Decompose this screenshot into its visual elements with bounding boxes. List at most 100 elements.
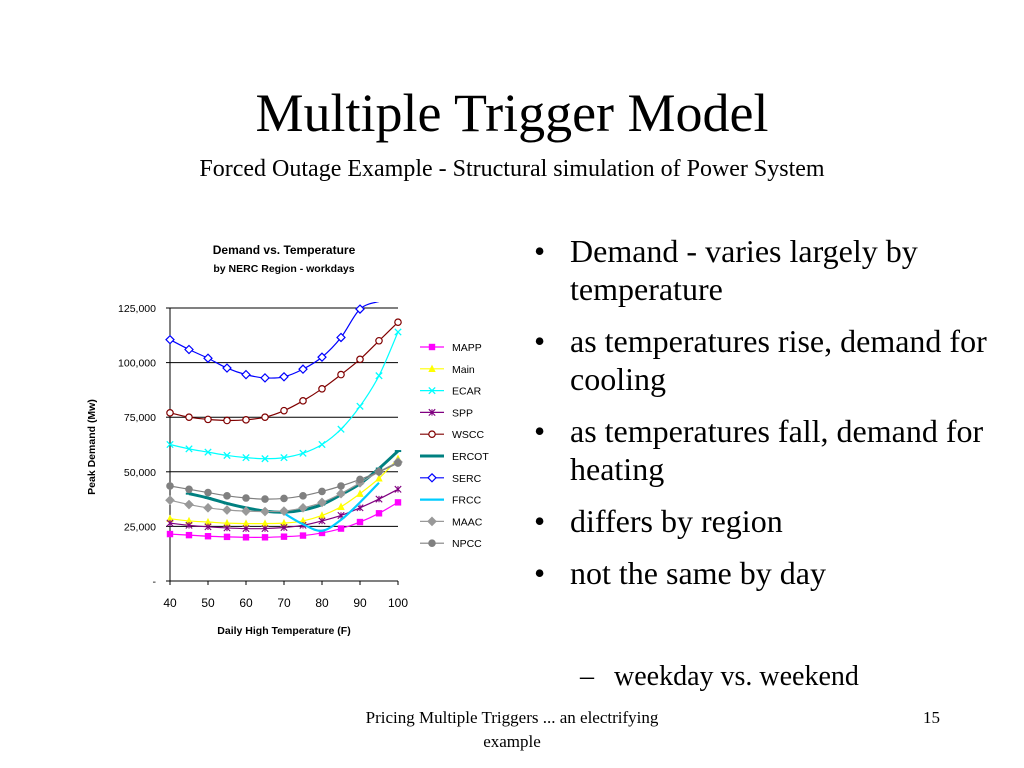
data-point-main bbox=[318, 511, 326, 519]
data-point-mapp bbox=[242, 534, 250, 541]
x-tick-label: 100 bbox=[388, 596, 408, 610]
data-point-npcc bbox=[337, 482, 345, 490]
data-point-npcc bbox=[394, 459, 402, 467]
data-point-main bbox=[166, 514, 174, 522]
x-tick-label: 80 bbox=[315, 596, 329, 610]
series-line-wscc bbox=[169, 321, 399, 422]
data-point-npcc bbox=[223, 492, 231, 500]
data-point-wscc bbox=[299, 397, 307, 405]
page-number: 15 bbox=[923, 708, 940, 727]
x-axis-label: Daily High Temperature (F) bbox=[217, 625, 350, 637]
bullet-item: • as temperatures fall, demand for heatin… bbox=[534, 413, 984, 487]
x-tick-label: 40 bbox=[163, 596, 177, 610]
legend-label: NPCC bbox=[452, 538, 482, 550]
legend-label: MAPP bbox=[452, 342, 482, 354]
data-point-ecar bbox=[280, 453, 288, 462]
legend-label: Main bbox=[452, 364, 475, 376]
data-point-ecar bbox=[242, 453, 250, 462]
data-point-wscc bbox=[318, 385, 326, 393]
y-tick-label: 100,000 bbox=[118, 358, 156, 370]
data-point-mapp bbox=[280, 533, 288, 540]
data-point-maac bbox=[298, 502, 308, 513]
y-tick-label: 25,000 bbox=[124, 521, 156, 533]
data-point-npcc bbox=[204, 488, 212, 497]
data-point-maac bbox=[260, 506, 270, 517]
y-tick-label: 75,000 bbox=[124, 412, 156, 424]
data-point-mapp bbox=[337, 525, 345, 532]
series-line-ecar bbox=[169, 331, 399, 460]
y-tick-label: 125,000 bbox=[118, 303, 156, 315]
data-point-main bbox=[223, 518, 231, 527]
chart-title: Demand vs. Temperature bbox=[213, 243, 356, 257]
x-tick-label: 70 bbox=[277, 596, 291, 610]
legend-label: FRCC bbox=[452, 495, 482, 507]
data-point-wscc bbox=[375, 336, 383, 345]
data-point-wscc bbox=[166, 409, 174, 417]
data-point-ecar bbox=[299, 449, 307, 457]
data-point-npcc bbox=[375, 467, 383, 476]
bullet-item: • as temperatures rise, demand for coolin… bbox=[534, 323, 987, 397]
data-point-serc bbox=[241, 369, 251, 380]
x-tick-label: 60 bbox=[239, 596, 253, 610]
data-point-npcc bbox=[166, 482, 174, 490]
data-point-maac bbox=[241, 506, 251, 516]
bullet-item: • differs by region bbox=[534, 503, 783, 539]
data-point-wscc bbox=[280, 406, 288, 415]
y-tick-label: 50,000 bbox=[124, 467, 156, 479]
bullet-list: • Demand - varies largely by temperature … bbox=[530, 232, 1000, 606]
data-point-wscc bbox=[223, 416, 231, 425]
data-point-serc bbox=[222, 363, 232, 373]
data-point-maac bbox=[336, 488, 346, 499]
data-point-main bbox=[242, 519, 250, 527]
data-point-main bbox=[185, 516, 193, 525]
data-point-ecar bbox=[261, 455, 269, 463]
data-point-npcc bbox=[356, 475, 364, 484]
series-line-serc bbox=[169, 302, 380, 379]
legend-marker bbox=[428, 539, 436, 548]
data-point-maac bbox=[317, 497, 327, 508]
legend-marker bbox=[427, 516, 437, 527]
data-point-main bbox=[337, 502, 345, 510]
data-point-ecar bbox=[356, 402, 364, 410]
data-point-serc bbox=[355, 304, 365, 314]
data-point-maac bbox=[222, 505, 232, 515]
data-point-npcc bbox=[242, 494, 250, 502]
data-point-maac bbox=[184, 499, 194, 510]
data-point-wscc bbox=[204, 415, 212, 424]
y-tick-label: - bbox=[153, 576, 157, 588]
data-point-ecar bbox=[337, 425, 345, 433]
data-point-npcc bbox=[318, 487, 326, 496]
bullet-item: • not the same by day bbox=[534, 555, 826, 591]
series-line-ercot bbox=[188, 449, 400, 514]
data-point-maac bbox=[165, 495, 175, 506]
data-point-spp bbox=[261, 524, 269, 533]
data-point-npcc bbox=[261, 495, 269, 503]
bullet-text: as temperatures fall, demand for heating bbox=[570, 413, 984, 487]
legend-marker bbox=[428, 364, 436, 372]
legend-marker bbox=[428, 408, 436, 416]
data-point-serc bbox=[298, 364, 308, 375]
data-point-npcc bbox=[185, 485, 193, 494]
data-point-spp bbox=[394, 485, 402, 493]
legend-marker bbox=[428, 430, 436, 439]
data-point-ecar bbox=[166, 440, 174, 449]
data-point-mapp bbox=[299, 532, 307, 539]
series-line-maac bbox=[169, 461, 399, 513]
chart-subtitle: by NERC Region - workdays bbox=[213, 263, 354, 275]
sub-bullet-text: weekday vs. weekend bbox=[614, 661, 859, 692]
data-point-maac bbox=[203, 502, 213, 513]
data-point-mapp bbox=[185, 531, 193, 539]
data-point-spp bbox=[242, 524, 250, 533]
data-point-serc bbox=[317, 352, 327, 362]
data-point-serc bbox=[184, 344, 194, 355]
legend-label: SPP bbox=[452, 407, 473, 419]
data-point-serc bbox=[279, 371, 289, 382]
data-point-ecar bbox=[204, 448, 212, 456]
data-point-main bbox=[356, 489, 364, 497]
series-line-frcc bbox=[283, 481, 380, 532]
data-point-main bbox=[280, 518, 288, 527]
data-point-serc bbox=[336, 332, 346, 343]
data-point-serc bbox=[260, 373, 270, 383]
data-point-spp bbox=[223, 524, 231, 532]
slide-subtitle: Forced Outage Example - Structural simul… bbox=[199, 156, 825, 182]
